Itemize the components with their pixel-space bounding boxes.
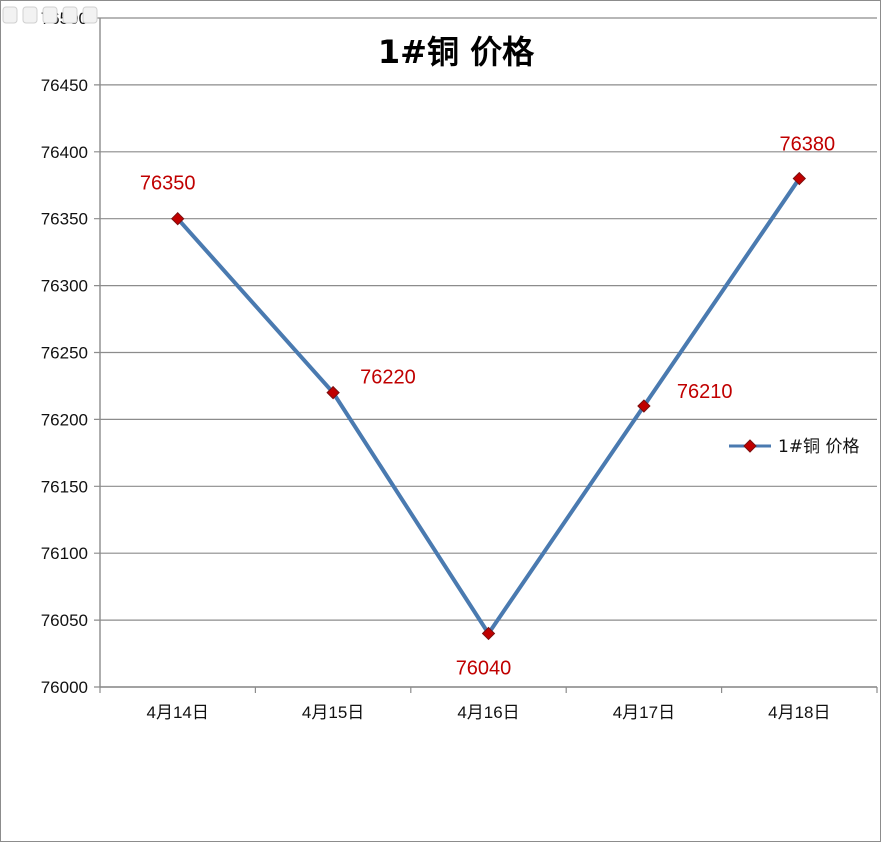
y-tick-label: 76150 — [41, 477, 88, 496]
legend-marker-swatch — [743, 439, 757, 453]
y-tick-label: 76450 — [41, 76, 88, 95]
axes — [99, 18, 878, 693]
data-marker — [326, 385, 340, 400]
data-label: 76040 — [456, 657, 512, 679]
chart-title: 1#铜 价格 — [378, 33, 535, 71]
data-label: 76220 — [360, 367, 416, 389]
y-tick-label: 76300 — [41, 277, 88, 296]
x-tick-label: 4月17日 — [613, 703, 675, 722]
data-marker — [792, 171, 807, 186]
legend: 1#铜 价格 — [729, 437, 859, 457]
y-tick-label: 76200 — [41, 410, 88, 429]
data-label: 76210 — [677, 381, 733, 403]
series-line-path — [175, 176, 802, 636]
data-marker — [481, 626, 496, 641]
y-tick-label: 76350 — [41, 210, 88, 229]
x-tick-label: 4月16日 — [457, 703, 519, 722]
watermark-logo — [2, 6, 98, 24]
data-label: 76380 — [779, 134, 835, 156]
y-tick-label: 76000 — [41, 678, 88, 697]
y-tick-labels: 76000 76050 76100 76150 76200 76250 76300 76350… — [41, 9, 88, 697]
y-tick-label: 76100 — [41, 544, 88, 563]
y-tick-label: 76050 — [41, 611, 88, 630]
x-tick-label: 4月14日 — [147, 703, 209, 722]
x-tick-label: 4月18日 — [768, 703, 830, 722]
data-marker — [637, 399, 651, 413]
y-tick-label: 76250 — [41, 344, 88, 363]
legend-label: 1#铜 价格 — [778, 437, 859, 457]
data-labels: 76350 76220 76040 76210 76380 — [140, 134, 835, 680]
series-line — [175, 176, 802, 636]
data-label: 76350 — [140, 173, 196, 195]
x-tick-labels: 4月14日 4月15日 4月16日 4月17日 4月18日 — [147, 703, 831, 722]
data-marker — [170, 211, 185, 226]
data-markers — [170, 171, 807, 641]
x-tick-label: 4月15日 — [302, 703, 364, 722]
gridlines — [94, 17, 877, 688]
y-tick-label: 76400 — [41, 143, 88, 162]
